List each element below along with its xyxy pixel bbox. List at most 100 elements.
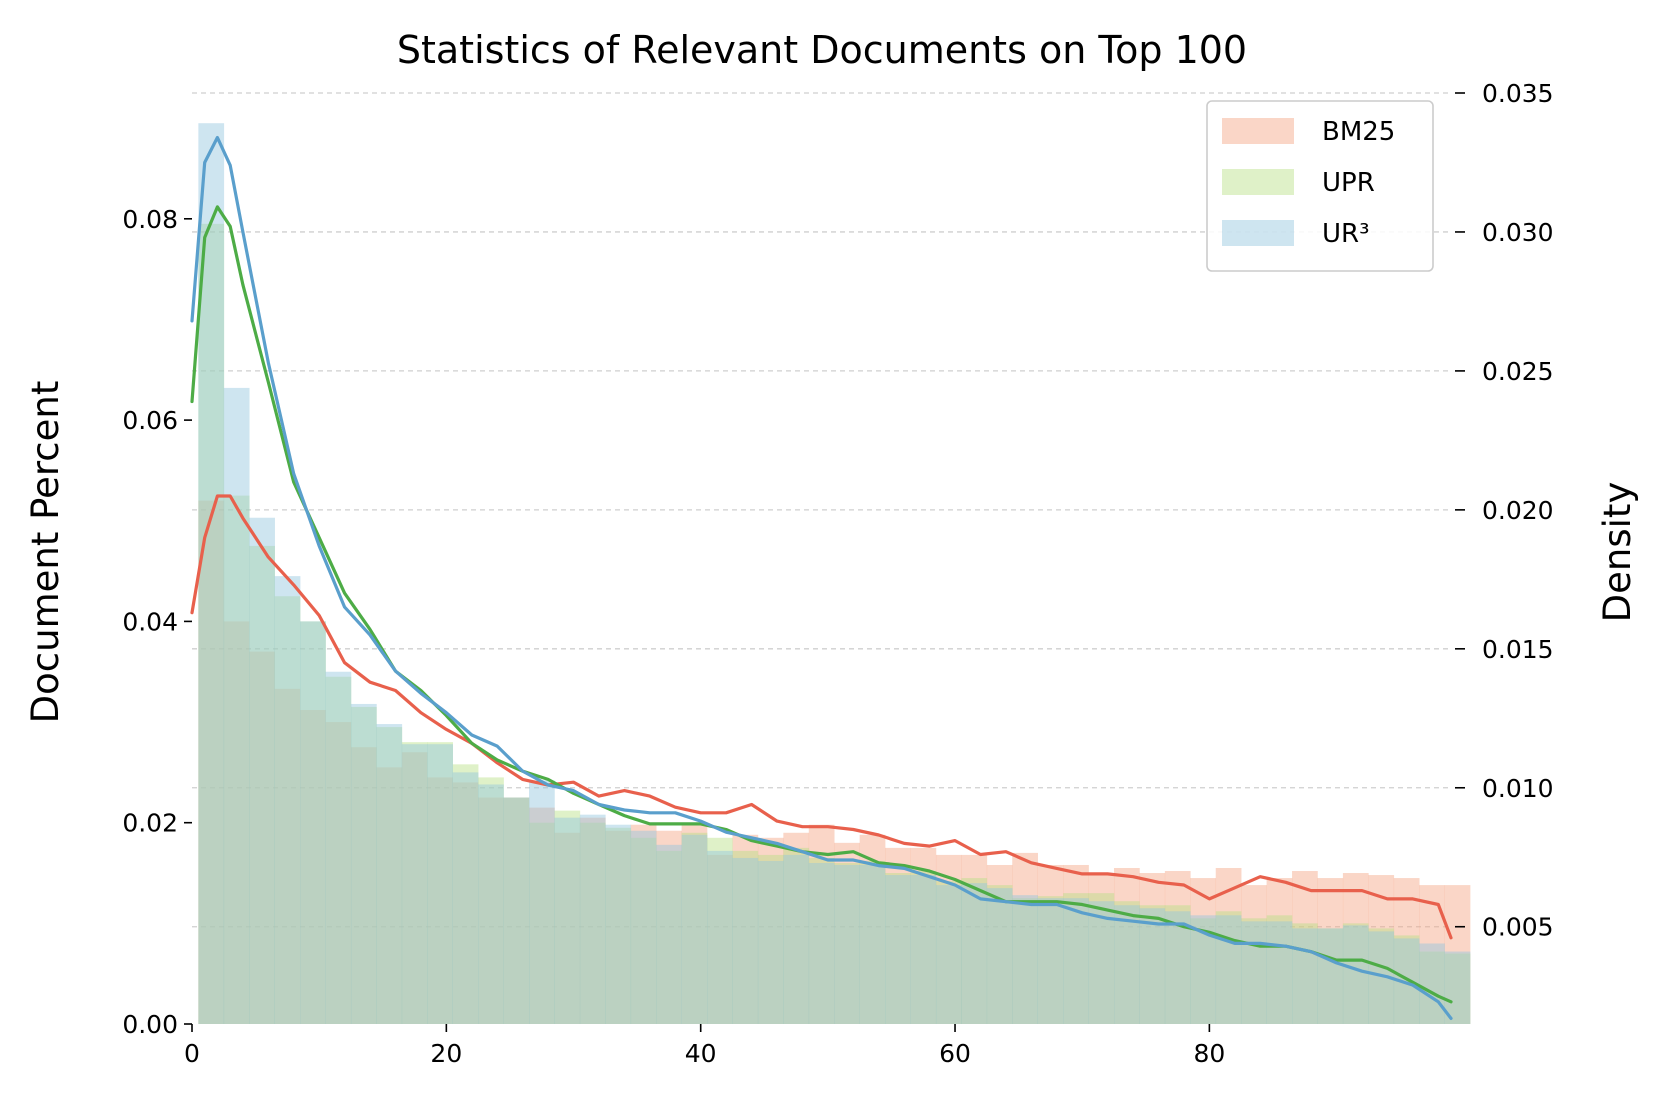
hist-bar (630, 837, 657, 1024)
hist-bar (427, 744, 454, 1024)
hist-bar (325, 722, 352, 1024)
hist-bar (1241, 921, 1267, 1024)
hist-bar (401, 742, 428, 1024)
hist-bar (961, 883, 988, 1024)
legend: BM25 UPR UR³ (1206, 100, 1434, 272)
y-left-tick-label: 0.00 (122, 1010, 178, 1039)
hist-bar (986, 885, 1013, 1024)
hist-bar (529, 822, 555, 1024)
hist-bar (350, 747, 377, 1024)
hist-bar (630, 824, 657, 1024)
hist-bar (1037, 898, 1064, 1024)
hist-bar (376, 727, 403, 1024)
hist-bar (656, 850, 682, 1024)
hist-bar (376, 767, 403, 1024)
hist-bar (478, 777, 504, 1024)
y-left-tick-label: 0.06 (122, 406, 178, 435)
hist-bar (656, 830, 682, 1024)
hist-bar (961, 878, 988, 1024)
hist-bar (885, 875, 911, 1024)
hist-bar (452, 764, 479, 1024)
hist-bar (1342, 925, 1369, 1024)
hist-bar (198, 223, 225, 1024)
hist-bar (630, 830, 657, 1024)
y-left-tick-label: 0.02 (122, 809, 178, 838)
legend-frame (1206, 100, 1434, 272)
hist-bar (274, 576, 301, 1024)
hist-bar (503, 797, 530, 1024)
hist-bar (427, 777, 454, 1024)
hist-bar (300, 621, 326, 1024)
density-line-bm25 (190, 494, 1453, 940)
x-tick-label: 20 (430, 1039, 462, 1068)
legend-label: BM25 (1322, 117, 1395, 147)
hist-bar (1266, 878, 1293, 1024)
hist-bar (834, 842, 860, 1024)
hist-bar (1190, 878, 1217, 1024)
hist-bar (1088, 901, 1115, 1024)
hist-bar (1342, 923, 1369, 1024)
hist-bar (274, 688, 301, 1024)
hist-bar (1037, 864, 1064, 1024)
hist-bar (732, 857, 759, 1024)
y-right-tick-label: 0.010 (1482, 774, 1554, 803)
hist-bar (1317, 928, 1344, 1024)
hist-bar (478, 784, 504, 1024)
hist-bar (1317, 878, 1344, 1024)
hist-bar (757, 854, 784, 1024)
x-tick-label: 40 (685, 1039, 717, 1068)
hist-bar (1419, 943, 1445, 1024)
y-left-tick-label: 0.08 (122, 205, 178, 234)
hist-bar (325, 671, 352, 1024)
hist-bar (223, 621, 250, 1024)
hist-bar (274, 596, 301, 1024)
hist-bar (1292, 923, 1318, 1024)
hist-bar (579, 814, 606, 1024)
y-right-tick-label: 0.025 (1482, 357, 1554, 386)
hist-bar (605, 824, 632, 1024)
hist-bar (1063, 898, 1089, 1024)
hist-bar (1063, 893, 1089, 1024)
legend-label: UPR (1322, 168, 1375, 198)
hist-bar (732, 850, 759, 1024)
hist-bar (1215, 915, 1242, 1024)
hist-bar (350, 706, 377, 1024)
hist-bar (707, 854, 733, 1024)
hist-bar (579, 817, 606, 1024)
hist-bar (1113, 867, 1140, 1024)
density-curves (190, 135, 1453, 1021)
histogram-bars (198, 123, 1471, 1025)
hist-bar (554, 810, 581, 1024)
hist-bar (554, 817, 581, 1024)
hist-bar (401, 744, 428, 1024)
hist-bar (1317, 928, 1344, 1024)
hist-bar (1393, 878, 1420, 1024)
hist-bar (1342, 873, 1369, 1024)
hist-bar (783, 847, 810, 1024)
hist-bar (325, 676, 352, 1024)
hist-bar (1012, 852, 1038, 1024)
hist-bar (910, 875, 937, 1024)
hist-bar (1164, 911, 1191, 1024)
hist-series-upr (198, 223, 1471, 1024)
hist-bar (554, 832, 581, 1024)
hist-bar (223, 387, 250, 1025)
hist-bar (376, 724, 403, 1024)
gridlines (192, 92, 1451, 928)
hist-bar (834, 862, 860, 1024)
hist-bar (910, 871, 937, 1024)
hist-bar (707, 850, 733, 1024)
hist-bar (605, 830, 632, 1024)
legend-swatch (1222, 220, 1294, 246)
hist-bar (681, 832, 708, 1024)
hist-bar (1037, 896, 1064, 1024)
y-left-tick-label: 0.04 (122, 607, 178, 636)
hist-bar (503, 797, 530, 1024)
y-right-tick-label: 0.030 (1482, 218, 1554, 247)
hist-bar (681, 834, 708, 1024)
hist-bar (478, 797, 504, 1024)
hist-bar (732, 834, 759, 1024)
hist-bar (1444, 953, 1471, 1024)
hist-bar (300, 709, 326, 1024)
hist-bar (605, 827, 632, 1024)
